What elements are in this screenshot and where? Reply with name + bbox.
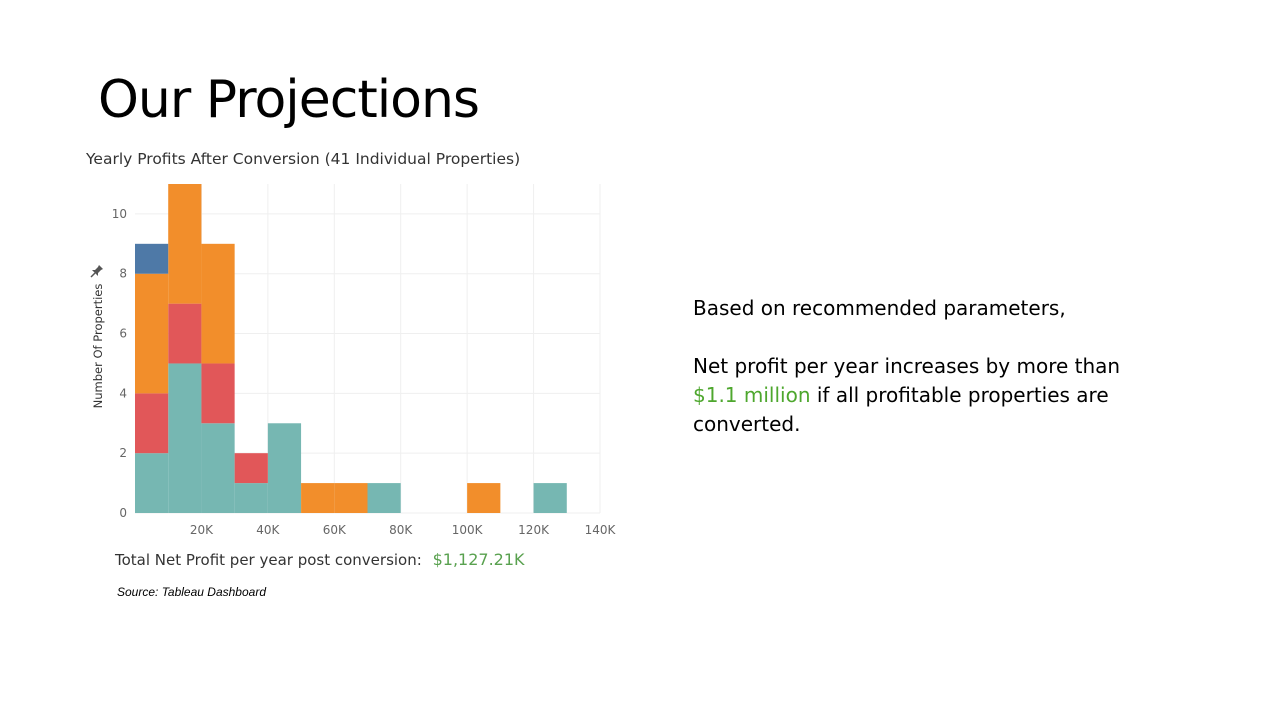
bar-series-0-bin-3[interactable]: [234, 483, 268, 513]
x-tick-label-1: 40K: [256, 523, 280, 537]
slide-title: Our Projections: [98, 70, 480, 130]
y-tick-label-1: 2: [119, 446, 127, 460]
y-tick-label-3: 6: [119, 327, 127, 341]
y-tick-label-5: 10: [112, 207, 127, 221]
x-tick-label-0: 20K: [190, 523, 214, 537]
y-axis-title: Number Of Properties: [91, 284, 105, 409]
bar-series-0-bin-7[interactable]: [367, 483, 401, 513]
total-net-profit-label: Total Net Profit per year post conversio…: [115, 551, 422, 569]
x-tick-label-6: 140K: [585, 523, 617, 537]
histogram-chart: 0 2 4 6 8 10 20K 40K 60K 80K 100K 120K 140K Number Of…: [91, 184, 617, 537]
summary-line-1: Based on recommended parameters,: [693, 296, 1066, 320]
bar-series-0-bin-0[interactable]: [135, 453, 169, 513]
x-tick-label-5: 120K: [518, 523, 550, 537]
bar-series-2-bin-8[interactable]: [467, 483, 501, 513]
summary-line-2-post: if all profitable properties are convert…: [693, 383, 1109, 436]
bar-series-0-bin-2[interactable]: [201, 423, 235, 513]
chart-title: Yearly Profits After Conversion (41 Indi…: [86, 150, 521, 168]
bar-series-1-bin-1[interactable]: [168, 303, 202, 364]
bar-series-2-bin-1[interactable]: [168, 184, 202, 304]
total-net-profit-value: $1,127.21K: [432, 550, 525, 569]
bar-series-2-bin-6[interactable]: [334, 483, 368, 513]
bar-series-0-bin-9[interactable]: [533, 483, 567, 513]
y-tick-label-0: 0: [119, 506, 127, 520]
total-net-profit: Total Net Profit per year post conversio…: [115, 550, 525, 569]
bar-series-1-bin-2[interactable]: [201, 363, 235, 424]
summary-line-2-pre: Net profit per year increases by more th…: [693, 354, 1121, 378]
bar-series-3-bin-0[interactable]: [135, 243, 169, 274]
pin-icon[interactable]: [90, 264, 104, 278]
bar-series-1-bin-3[interactable]: [234, 453, 268, 484]
bar-series-2-bin-2[interactable]: [201, 243, 235, 364]
bar-series-0-bin-4[interactable]: [267, 423, 302, 513]
source-note: Source: Tableau Dashboard: [117, 585, 266, 599]
summary-line-2: Net profit per year increases by more th…: [693, 352, 1163, 439]
x-tick-label-3: 80K: [389, 523, 413, 537]
bar-series-0-bin-1[interactable]: [168, 363, 202, 513]
bar-series-2-bin-5[interactable]: [301, 483, 335, 513]
bar-series-2-bin-0[interactable]: [135, 273, 169, 394]
y-tick-label-4: 8: [119, 267, 127, 281]
x-tick-label-4: 100K: [452, 523, 484, 537]
y-tick-label-2: 4: [119, 386, 127, 400]
summary-textbox: Based on recommended parameters, Net pro…: [693, 294, 1163, 439]
x-tick-label-2: 60K: [323, 523, 347, 537]
summary-highlight: $1.1 million: [693, 383, 811, 407]
bar-series-1-bin-0[interactable]: [135, 393, 169, 454]
